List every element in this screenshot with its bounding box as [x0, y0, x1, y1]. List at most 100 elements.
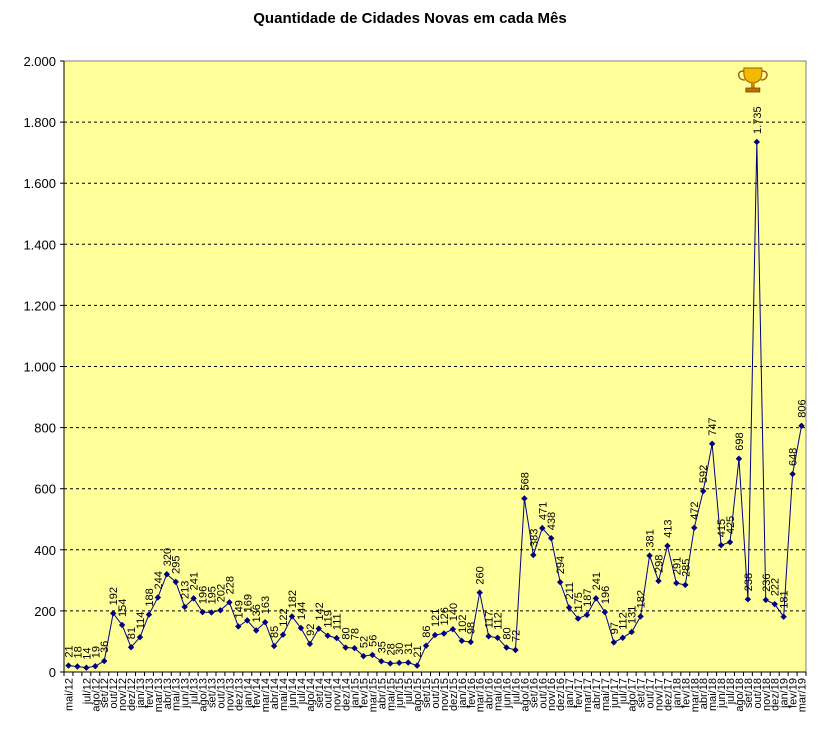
data-label: 136	[251, 604, 263, 622]
x-tick-label: mar/16	[475, 678, 487, 712]
x-tick-label: abr/13	[162, 678, 174, 709]
data-point	[744, 596, 752, 603]
data-point	[244, 617, 251, 624]
data-point	[413, 662, 421, 669]
y-tick-label: 400	[34, 543, 56, 558]
data-point	[342, 644, 349, 651]
data-point	[101, 657, 108, 665]
data-label: 236	[761, 574, 773, 592]
data-point	[145, 611, 153, 618]
x-tick-label: mai/15	[385, 678, 397, 711]
x-tick-label: fev/19	[788, 678, 800, 708]
x-tick-label: ago/18	[734, 678, 746, 712]
data-point	[109, 610, 117, 617]
data-label: 119	[323, 610, 335, 628]
x-tick-label: mar/19	[797, 678, 809, 712]
data-label: 238	[743, 573, 755, 591]
x-tick-label: jan/15	[350, 678, 362, 709]
x-tick-label: jan/13	[135, 678, 147, 709]
data-point	[601, 608, 609, 616]
data-point	[691, 524, 698, 532]
x-tick-label: jul/13	[189, 678, 201, 705]
x-tick-label: mai/16	[493, 678, 505, 711]
data-label: 698	[734, 432, 746, 450]
x-tick-label: jan/16	[457, 678, 469, 709]
x-tick-label: jul/12	[81, 678, 93, 705]
x-tick-label: nov/18	[761, 678, 773, 711]
x-tick-label: abr/14	[269, 678, 281, 709]
data-point	[65, 662, 72, 669]
data-label: 81	[126, 627, 138, 639]
data-point	[673, 579, 680, 587]
data-label: 291	[671, 557, 683, 575]
data-label: 114	[135, 612, 147, 630]
x-tick-label: jul/17	[618, 678, 630, 705]
data-point	[655, 577, 662, 585]
data-point	[798, 422, 805, 429]
data-label: 21	[412, 645, 424, 657]
data-label: 92	[305, 624, 317, 636]
data-label: 195	[207, 586, 219, 604]
x-tick-label: jun/14	[287, 678, 299, 709]
x-tick-label: mar/14	[260, 678, 272, 712]
data-label: 52	[358, 636, 370, 648]
data-point	[539, 524, 546, 532]
data-label: 36	[99, 641, 111, 653]
x-tick-label: out/17	[645, 678, 657, 709]
y-tick-label: 2.000	[23, 54, 56, 69]
data-point	[190, 595, 197, 602]
data-label: 1.735	[752, 106, 764, 134]
data-label: 182	[636, 590, 648, 608]
x-tick-label: jun/15	[394, 678, 406, 709]
data-point	[735, 455, 743, 462]
x-tick-label: nov/16	[546, 678, 558, 711]
data-label: 117	[484, 611, 496, 629]
data-point	[324, 632, 331, 639]
data-point	[717, 542, 725, 549]
data-point	[726, 538, 734, 546]
data-point	[396, 659, 403, 667]
x-tick-label: dez/15	[448, 678, 460, 711]
x-tick-label: dez/14	[341, 678, 353, 711]
x-tick-label: abr/15	[376, 678, 388, 709]
x-tick-label: fev/14	[251, 678, 263, 708]
x-tick-label: set/17	[636, 678, 648, 708]
data-label: 381	[645, 529, 657, 547]
y-tick-label: 200	[34, 604, 56, 619]
data-point	[485, 633, 492, 640]
data-point	[351, 644, 358, 652]
data-label: 192	[108, 587, 120, 605]
data-point	[74, 663, 81, 670]
data-label: 187	[582, 589, 594, 607]
data-point	[458, 637, 466, 645]
data-label: 31	[403, 642, 415, 654]
data-label: 142	[314, 602, 326, 620]
data-label: 415	[716, 519, 728, 537]
data-label: 285	[680, 559, 692, 577]
data-point	[333, 634, 340, 642]
data-point	[181, 603, 188, 611]
data-point	[208, 609, 215, 616]
data-point	[530, 551, 537, 559]
data-label: 196	[198, 586, 210, 604]
x-tick-label: mai/14	[278, 678, 290, 711]
x-tick-label: jun/18	[716, 678, 728, 709]
data-label: 121	[430, 609, 442, 627]
data-point	[279, 631, 287, 638]
x-tick-label: fev/13	[144, 678, 156, 708]
data-label: 112	[618, 612, 630, 630]
data-point	[762, 596, 769, 604]
data-point	[503, 644, 510, 651]
data-label: 592	[698, 465, 710, 483]
data-point	[226, 599, 233, 606]
data-label: 260	[475, 566, 487, 584]
data-label: 30	[394, 643, 406, 655]
x-tick-label: jan/19	[779, 678, 791, 709]
x-tick-label: abr/18	[698, 678, 710, 709]
data-point	[422, 642, 430, 649]
data-point	[592, 595, 600, 602]
data-point	[753, 138, 761, 146]
data-label: 56	[367, 635, 379, 647]
x-tick-label: out/14	[323, 678, 335, 709]
